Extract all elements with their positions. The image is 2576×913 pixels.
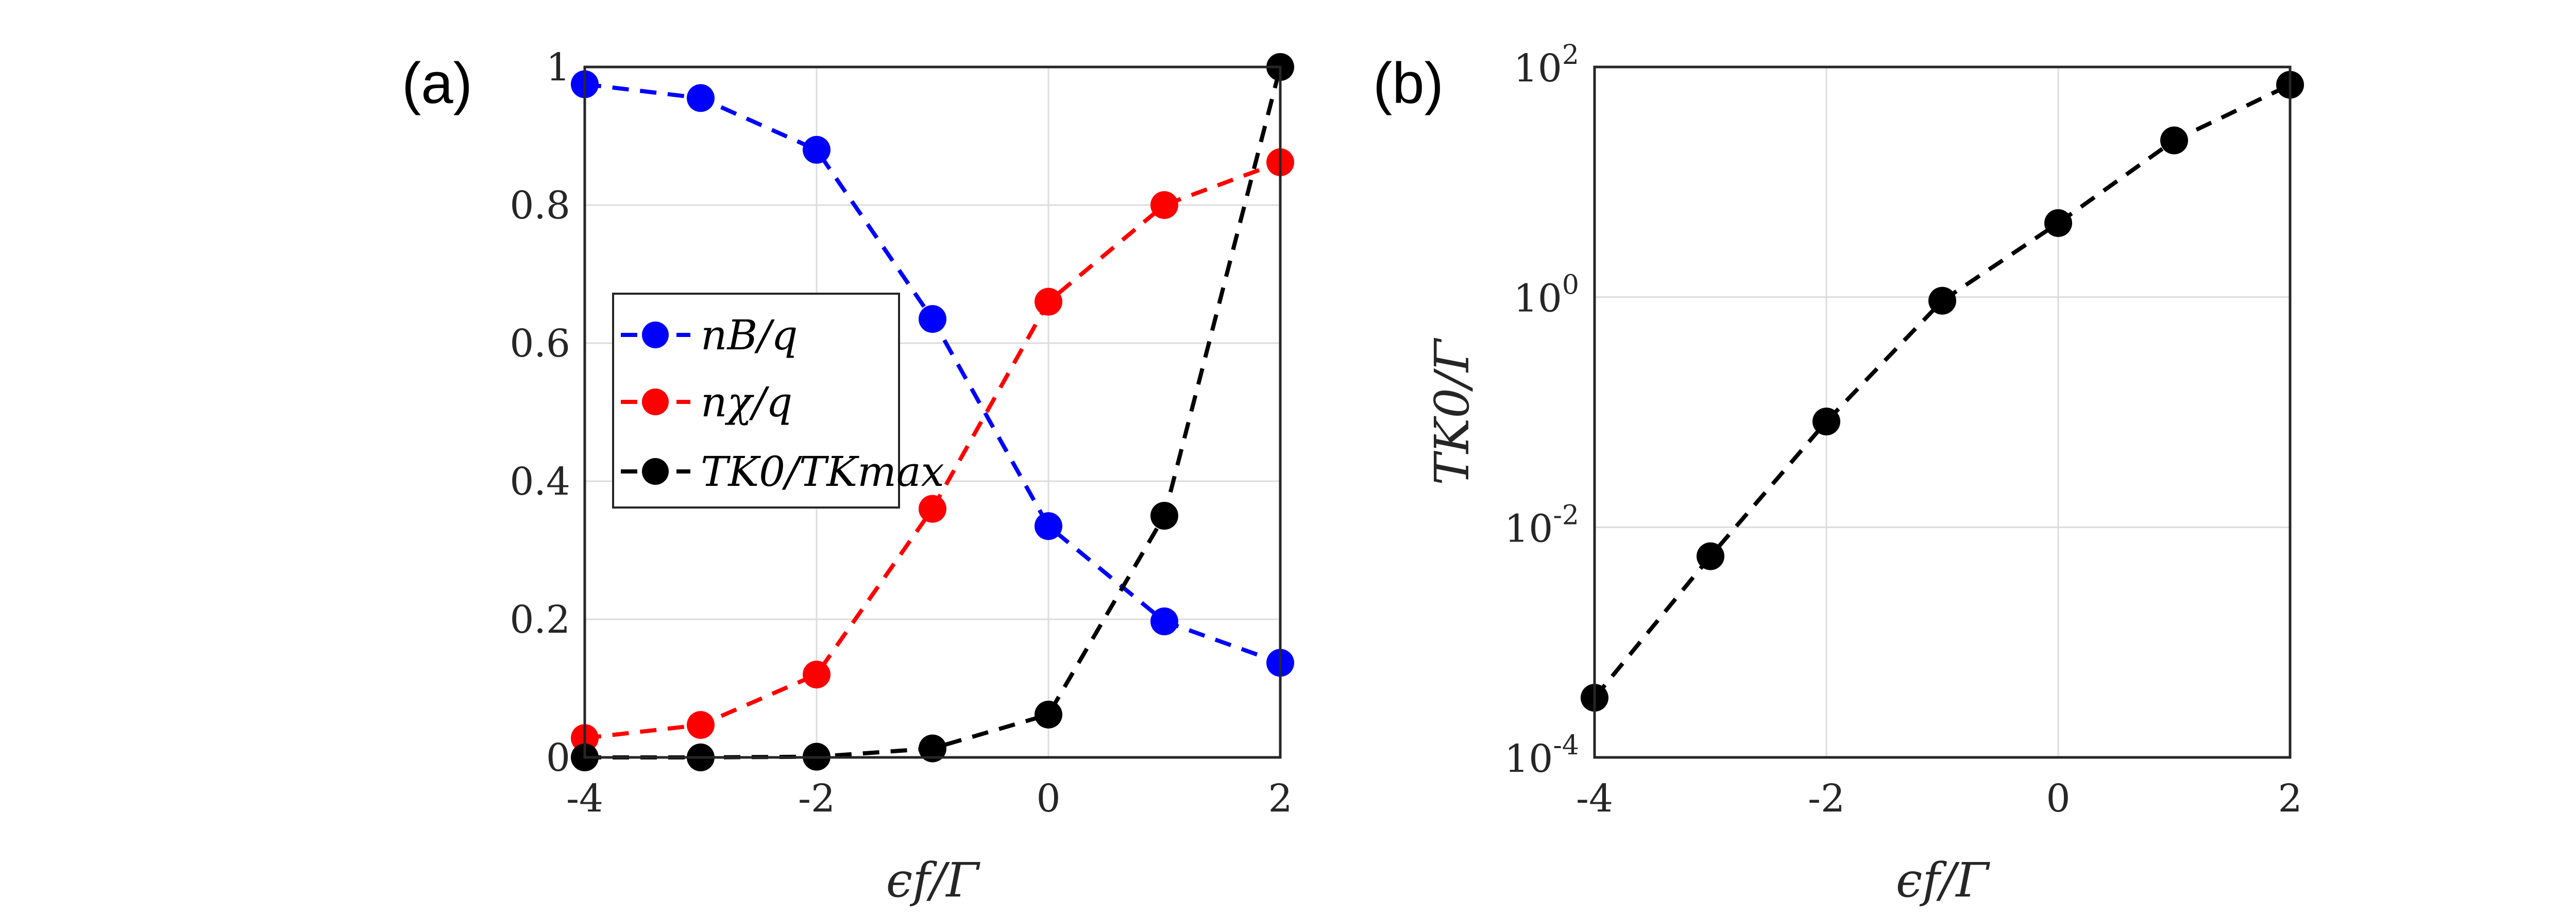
legend-entry-nchi: nχ/q [621, 378, 792, 426]
panel-b-axes-box [1593, 65, 2292, 759]
panel-a-point-s1-1 [687, 711, 715, 739]
panel-b: -4 -2 0 2 10-4 10-2 100 102 (b) ϵf/Γ TK0/Γ [1373, 40, 2304, 908]
legend-marker-tk [642, 458, 669, 485]
panel-a-legend: nB/q nχ/q TK0/TKmax [612, 293, 944, 509]
panel-a-point-s1-3 [919, 495, 946, 523]
panel-b-x-axis-label: ϵf/Γ [1896, 853, 1991, 908]
panel-a-point-s0-2 [803, 136, 831, 164]
panel-a: -4 -2 0 2 0 0.2 0.4 0.6 0.8 1 (a) ϵf/Γ nB/q nχ/q … [402, 45, 1294, 908]
panel-a-point-s0-1 [687, 84, 715, 112]
panel-a-y-tick-label: 0 [546, 736, 570, 780]
panel-a-x-tick-label: -2 [798, 776, 835, 821]
panel-b-y-axis-label: TK0/Γ [1425, 337, 1480, 485]
panel-b-label: (b) [1373, 51, 1444, 115]
panel-a-y-tick-label: 0.4 [510, 460, 570, 504]
panel-a-point-s1-4 [1035, 288, 1062, 316]
panel-b-point-1 [1697, 542, 1724, 570]
panel-a-point-s2-3 [919, 734, 946, 763]
panel-b-point-5 [2160, 126, 2188, 155]
panel-a-point-s2-4 [1035, 700, 1062, 729]
panel-b-y-tick-label: 10-2 [1504, 500, 1579, 551]
panel-a-y-tick-label: 0.2 [510, 598, 570, 642]
panel-a-point-s0-4 [1035, 512, 1062, 540]
panel-a-point-s0-3 [919, 305, 946, 333]
legend-marker-nB [642, 322, 669, 348]
panel-b-x-tick-label: -2 [1808, 776, 1845, 821]
legend-label-tk: TK0/TKmax [701, 448, 944, 496]
panel-b-point-3 [1928, 286, 1956, 315]
panel-a-point-s1-2 [803, 661, 831, 689]
panel-b-x-tick-label: 2 [2278, 776, 2302, 821]
panel-b-tick-labels: -4 -2 0 2 10-4 10-2 100 102 [1504, 40, 2302, 821]
legend-marker-nchi [642, 388, 669, 415]
panel-a-point-s1-5 [1150, 191, 1178, 219]
panel-a-y-tick-label: 0.6 [510, 322, 570, 366]
panel-a-y-tick-label: 1 [546, 45, 570, 90]
legend-entry-nB: nB/q [621, 311, 798, 359]
panel-a-axes-box [583, 65, 1282, 759]
panel-a-data-points [571, 53, 1294, 771]
panel-b-point-2 [1812, 408, 1840, 436]
panel-a-tick-labels: -4 -2 0 2 0 0.2 0.4 0.6 0.8 1 [510, 45, 1292, 821]
panel-b-x-tick-label: -4 [1576, 776, 1613, 821]
panel-b-x-tick-label: 0 [2046, 776, 2070, 821]
panel-a-point-s2-5 [1150, 502, 1178, 530]
panel-a-label: (a) [402, 51, 472, 115]
panel-b-point-4 [2044, 209, 2072, 237]
panel-a-x-tick-label: 2 [1268, 776, 1292, 821]
legend-label-nB: nB/q [701, 311, 798, 359]
panel-a-x-tick-label: 0 [1036, 776, 1060, 821]
panel-b-y-tick-label: 10-4 [1504, 730, 1579, 781]
panel-b-y-tick-label: 102 [1514, 40, 1579, 91]
legend-entry-tk: TK0/TKmax [621, 448, 944, 496]
legend-label-nchi: nχ/q [701, 378, 792, 426]
panel-b-plot-area [1595, 67, 2290, 757]
panel-a-x-axis-label: ϵf/Γ [886, 853, 981, 908]
panel-b-y-tick-label: 100 [1514, 270, 1579, 321]
panel-a-y-tick-label: 0.8 [510, 183, 570, 228]
panel-a-x-tick-label: -4 [566, 776, 603, 821]
panel-a-point-s0-5 [1150, 607, 1178, 636]
